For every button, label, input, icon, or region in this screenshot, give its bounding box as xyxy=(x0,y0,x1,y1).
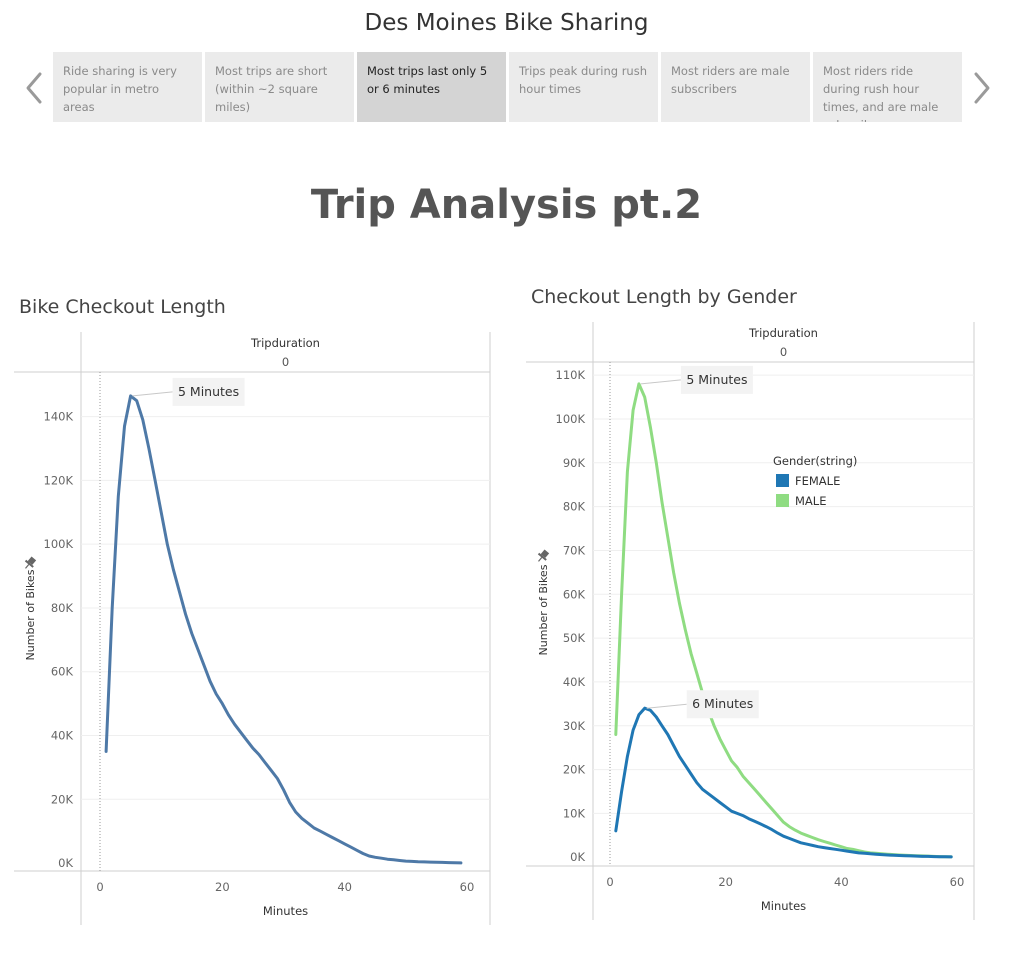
column-header-label: Tripduration xyxy=(250,336,320,350)
chart-title-checkout-length: Bike Checkout Length xyxy=(19,296,226,318)
pin-icon xyxy=(24,556,37,569)
story-point-2[interactable]: Most trips are short (within ~2 square m… xyxy=(205,52,354,122)
story-point-4[interactable]: Trips peak during rush hour times xyxy=(509,52,658,122)
story-point-6[interactable]: Most riders ride during rush hour times,… xyxy=(813,52,962,122)
story-point-1[interactable]: Ride sharing is very popular in metro ar… xyxy=(53,52,202,122)
next-story-point-button[interactable] xyxy=(966,66,996,110)
dashboard-title: Trip Analysis pt.2 xyxy=(310,182,703,228)
column-header-value: 0 xyxy=(282,355,289,369)
x-tick-label: 60 xyxy=(460,880,475,894)
chevron-left-icon xyxy=(26,72,42,104)
y-tick-label: 40K xyxy=(51,728,74,742)
x-tick-label: 40 xyxy=(337,880,352,894)
y-tick-label: 80K xyxy=(51,601,74,615)
y-tick-label: 0K xyxy=(58,856,73,870)
y-axis-title: Number of Bikes xyxy=(24,569,37,660)
x-tick-label: 20 xyxy=(215,880,230,894)
series-line-total xyxy=(104,394,463,865)
annotation-leader xyxy=(132,391,173,397)
story-point-3[interactable]: Most trips last only 5 or 6 minutes xyxy=(357,52,506,122)
previous-story-point-button[interactable] xyxy=(20,66,50,110)
story-title: Des Moines Bike Sharing xyxy=(364,10,649,36)
y-tick-label: 60K xyxy=(51,665,74,679)
x-tick-label: 0 xyxy=(96,880,103,894)
x-axis-title: Minutes xyxy=(263,904,308,918)
story-point-5[interactable]: Most riders are male subscribers xyxy=(661,52,810,122)
annotation-box xyxy=(172,377,245,406)
chevron-right-icon xyxy=(974,72,990,104)
y-tick-label: 140K xyxy=(44,410,74,424)
annotation-label: 5 Minutes xyxy=(178,384,239,399)
story-points-nav: Ride sharing is very popular in metro ar… xyxy=(53,52,965,122)
y-tick-label: 20K xyxy=(51,792,74,806)
y-tick-label: 100K xyxy=(44,537,74,551)
chart-title-checkout-by-gender: Checkout Length by Gender xyxy=(531,286,797,308)
y-tick-label: 120K xyxy=(44,473,74,487)
